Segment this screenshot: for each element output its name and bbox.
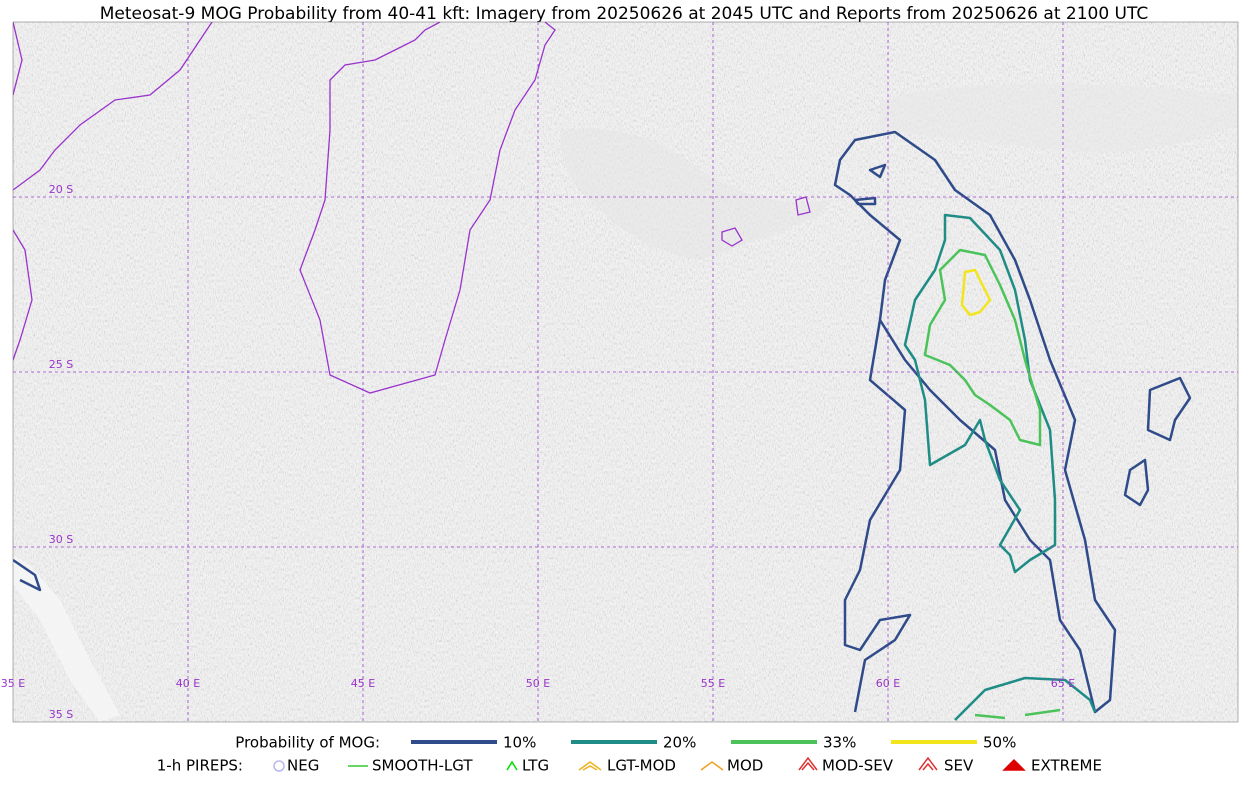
latitude-label: 35 S (49, 708, 73, 721)
longitude-label: 65 E (1051, 677, 1075, 690)
legend-label: MOD-SEV (822, 757, 894, 775)
longitude-label: 40 E (176, 677, 200, 690)
africa-coast (13, 22, 23, 96)
legend-label: SEV (944, 757, 974, 775)
africa-coast (13, 22, 213, 191)
contour-50 (960, 268, 992, 317)
legend-label: EXTREME (1031, 757, 1102, 775)
legend-label: 20% (663, 734, 696, 752)
latitude-label: 25 S (49, 358, 73, 371)
contour-33 (923, 248, 1042, 447)
legend-label: 50% (983, 734, 1016, 752)
legend-label: LTG (522, 757, 549, 775)
contour-20 (954, 676, 1097, 721)
madagascar (299, 22, 556, 394)
africa-coast (13, 229, 33, 361)
map-border (12, 21, 1239, 723)
map-title: Meteosat-9 MOG Probability from 40-41 kf… (100, 4, 1149, 24)
contour-10 (843, 319, 912, 713)
grid-labels: 35 E 40 E 45 E 50 E 55 E 60 E 65 E 20 S 25 S 30 S… (1, 183, 1075, 721)
longitude-label: 45 E (351, 677, 375, 690)
contours (13, 130, 1192, 721)
legend-label: 10% (503, 734, 536, 752)
cloud (13, 555, 120, 722)
longitude-label: 50 E (526, 677, 550, 690)
latitude-label: 30 S (49, 533, 73, 546)
cloud (880, 83, 1238, 153)
legend-label: NEG (287, 757, 319, 775)
coastlines (13, 22, 811, 394)
pirep-icon (506, 760, 518, 771)
latitude-label: 20 S (49, 183, 73, 196)
reunion (721, 227, 743, 247)
contour-20 (903, 213, 1057, 574)
mauritius (795, 196, 811, 216)
pirep-icon (578, 761, 602, 771)
contour-10 (13, 558, 42, 592)
contour-10 (853, 163, 1192, 507)
legend-title: 1-h PIREPS: (157, 757, 243, 775)
longitude-label: 60 E (876, 677, 900, 690)
pirep-icon (273, 760, 285, 772)
pirep-icon (1002, 758, 1026, 771)
graticule (13, 22, 1238, 722)
pirep-icon (918, 756, 938, 771)
legend-label: LGT-MOD (607, 757, 676, 775)
legend-label: SMOOTH-LGT (372, 757, 473, 775)
legend: Probability of MOG: 10% 20% 33% 50% 1-h PIREP… (157, 734, 1102, 775)
pirep-icon (700, 761, 724, 771)
contour-33 (974, 708, 1061, 720)
legend-label: MOD (727, 757, 763, 775)
legend-title: Probability of MOG: (235, 734, 380, 752)
longitude-label: 35 E (1, 677, 25, 690)
longitude-label: 55 E (701, 677, 725, 690)
legend-label: 33% (823, 734, 856, 752)
pirep-icon (798, 756, 818, 771)
cloud (560, 128, 830, 260)
contour-10 (833, 130, 1117, 714)
map-area (13, 22, 1238, 722)
